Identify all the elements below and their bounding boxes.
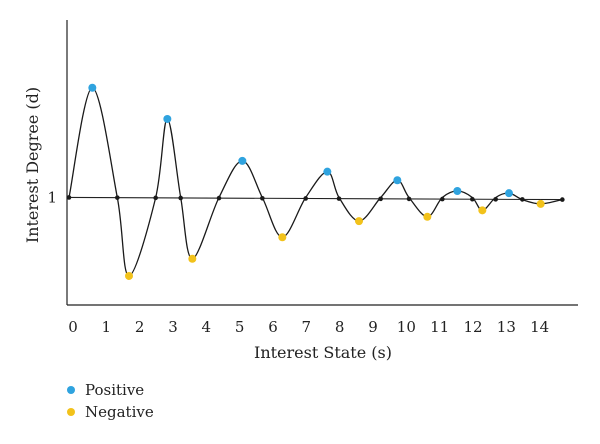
crossing-point-7 — [336, 196, 342, 201]
x-tick-label-7: 7 — [302, 318, 312, 336]
axes — [66, 20, 578, 306]
negative-point-4 — [423, 212, 432, 221]
negative-point-5 — [478, 206, 487, 215]
x-axis-label: Interest State (s) — [254, 343, 392, 362]
x-tick-label-4: 4 — [202, 318, 212, 336]
y-axis-label: Interest Degree (d) — [23, 87, 42, 243]
x-tick-label-10: 10 — [397, 318, 416, 336]
oscillation-curve — [68, 87, 563, 277]
crossing-point-6 — [303, 196, 308, 201]
x-tick-label-3: 3 — [168, 318, 178, 336]
crossing-point-8 — [378, 196, 383, 202]
crossing-point-5 — [260, 195, 265, 201]
positive-point-5 — [453, 187, 462, 195]
negative-point-3 — [355, 217, 363, 226]
legend-label-positive: Positive — [85, 381, 144, 399]
baseline — [68, 196, 563, 201]
x-tick-label-8: 8 — [335, 318, 345, 336]
crossing-point-14 — [560, 197, 565, 202]
crossing-point-3 — [178, 195, 183, 201]
crossing-point-2 — [153, 195, 158, 201]
y-tick-label-1: 1 — [47, 188, 57, 206]
negative-point-6 — [536, 199, 545, 208]
x-tick-label-2: 2 — [135, 318, 145, 336]
legend-swatch-negative — [67, 408, 75, 416]
x-tick-label-9: 9 — [368, 318, 378, 336]
legend: Positive Negative — [67, 381, 154, 421]
negative-point-0 — [125, 271, 133, 280]
crossing-point-12 — [493, 197, 498, 202]
crossing-point-13 — [520, 197, 525, 202]
legend-swatch-positive — [67, 386, 75, 394]
positive-point-6 — [505, 189, 513, 198]
crossing-point-11 — [470, 196, 475, 202]
legend-label-negative: Negative — [85, 403, 154, 421]
positive-point-1 — [163, 114, 172, 123]
plot-area — [66, 83, 565, 280]
x-tick-label-5: 5 — [235, 318, 245, 336]
x-tick-label-14: 14 — [530, 318, 549, 336]
x-tick-labels: 0 1 2 3 4 5 6 7 8 9 10 11 12 13 14 — [68, 318, 549, 336]
crossing-point-0 — [66, 195, 72, 200]
y-tick-labels: 1 — [47, 188, 57, 206]
x-tick-label-11: 11 — [430, 318, 449, 336]
crossing-point-10 — [440, 196, 445, 202]
x-tick-label-13: 13 — [497, 318, 516, 336]
positive-point-3 — [323, 167, 332, 176]
x-tick-label-1: 1 — [102, 318, 112, 336]
positive-point-2 — [238, 156, 247, 165]
x-tick-label-12: 12 — [463, 318, 482, 336]
negative-point-2 — [278, 233, 287, 242]
x-tick-label-0: 0 — [68, 318, 78, 336]
negative-point-1 — [188, 254, 197, 263]
positive-point-0 — [88, 83, 97, 92]
crossing-point-4 — [216, 195, 222, 201]
positive-point-4 — [393, 176, 402, 185]
crossing-point-1 — [115, 195, 120, 200]
x-tick-label-6: 6 — [268, 318, 278, 336]
crossing-point-9 — [406, 196, 412, 202]
